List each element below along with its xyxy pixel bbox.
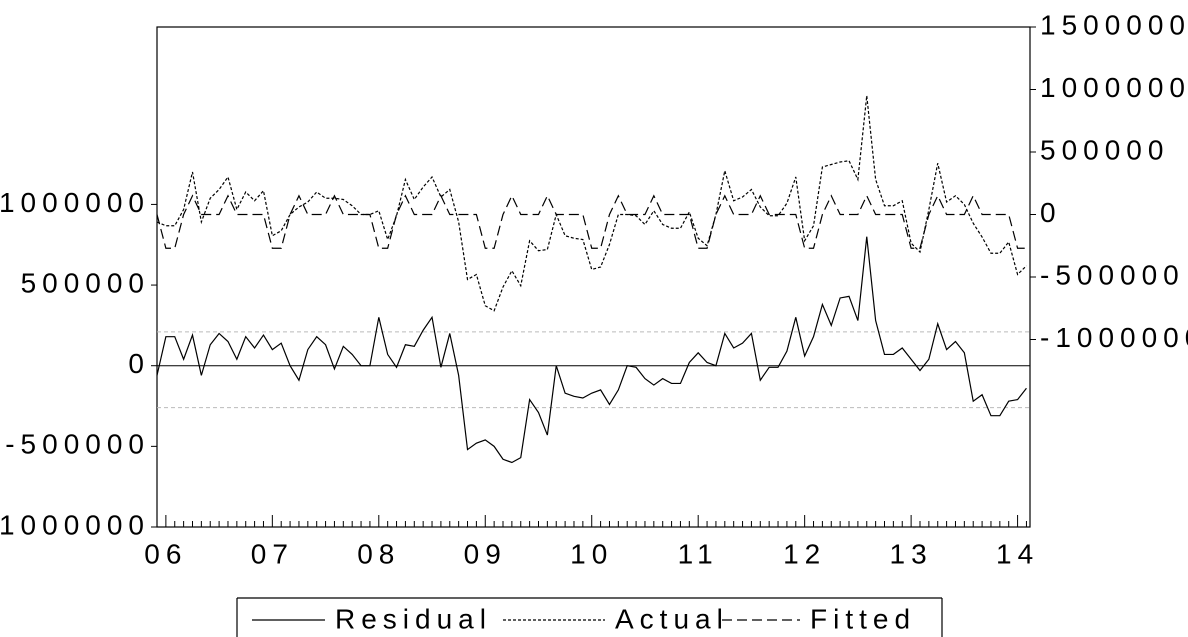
y2-tick-label: 0 xyxy=(1040,197,1062,228)
series-line xyxy=(156,95,1027,312)
y-tick-label: 0 xyxy=(128,348,150,379)
legend-label: Actual xyxy=(615,603,729,634)
y-tick-label: 1000000 xyxy=(0,187,150,218)
x-tick-label: 13 xyxy=(890,538,933,569)
x-tick-label: 07 xyxy=(251,538,294,569)
y-tick-label: -500000 xyxy=(5,429,150,460)
y2-tick-label: -500000 xyxy=(1040,259,1185,290)
y2-tick-label: 1500000 xyxy=(1040,9,1188,40)
x-tick-label: 10 xyxy=(570,538,613,569)
plot-frame xyxy=(156,26,1031,528)
x-tick-label: 08 xyxy=(357,538,400,569)
series-line xyxy=(156,236,1027,464)
legend-label: Fitted xyxy=(810,603,916,634)
x-tick-label: 14 xyxy=(996,538,1039,569)
legend-label: Residual xyxy=(335,603,492,634)
y2-tick-label: 1000000 xyxy=(1040,72,1188,103)
y-tick-label: 500000 xyxy=(21,267,150,298)
y-tick-label: -1000000 xyxy=(0,509,150,540)
series-line xyxy=(156,194,1027,249)
x-tick-label: 12 xyxy=(783,538,826,569)
x-tick-label: 11 xyxy=(678,538,719,569)
y2-tick-label: -1000000 xyxy=(1040,322,1188,353)
x-tick-label: 06 xyxy=(144,538,187,569)
x-tick-label: 09 xyxy=(464,538,507,569)
y2-tick-label: 500000 xyxy=(1040,134,1169,165)
